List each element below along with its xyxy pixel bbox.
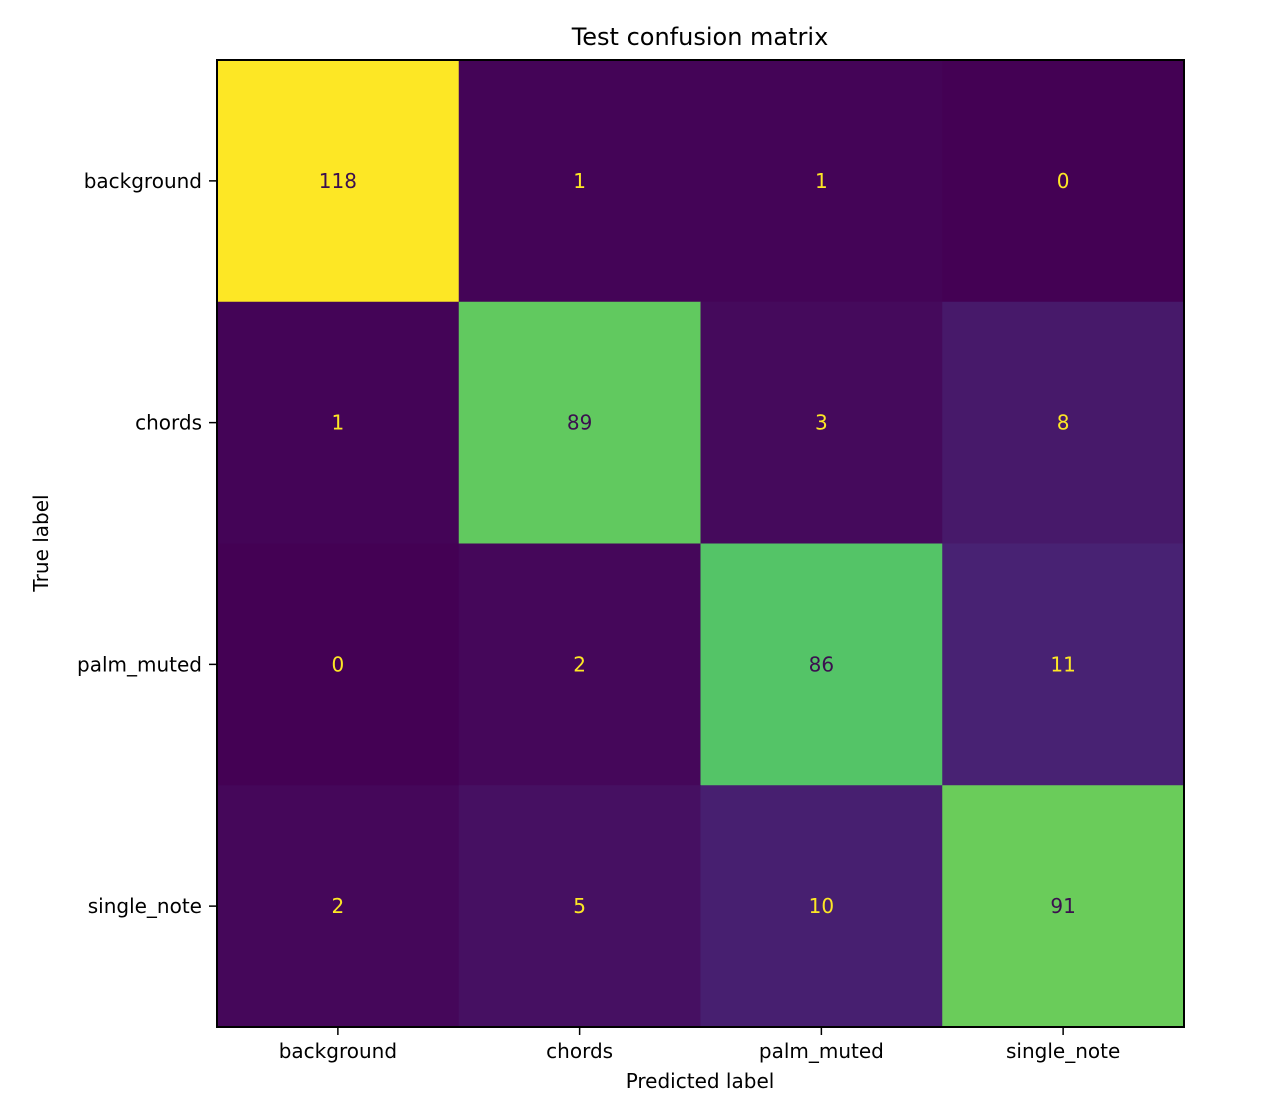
heatmap-cell [217, 543, 460, 786]
heatmap-cell [217, 301, 460, 544]
heatmap-cell [700, 60, 943, 303]
cell-value-label: 86 [809, 652, 834, 676]
cell-value-label: 2 [573, 652, 586, 676]
heatmap-cell [217, 785, 460, 1028]
y-tick-label: chords [135, 411, 202, 435]
cell-value-label: 1 [332, 411, 345, 435]
heatmap-cell [942, 301, 1185, 544]
heatmap-cells [217, 60, 1185, 1028]
y-tick-label: single_note [88, 894, 202, 918]
x-tick-label: single_note [1006, 1039, 1120, 1063]
cell-value-label: 5 [573, 894, 586, 918]
heatmap-cell [458, 543, 701, 786]
chart-title: Test confusion matrix [571, 23, 829, 51]
cell-value-label: 1 [573, 169, 586, 193]
x-tick-label: chords [546, 1039, 613, 1063]
y-tick-label: palm_muted [77, 652, 202, 676]
heatmap-cell [458, 785, 701, 1028]
cell-value-label: 11 [1050, 652, 1075, 676]
cell-value-label: 10 [809, 894, 834, 918]
cell-value-label: 0 [332, 652, 345, 676]
heatmap-cell [942, 60, 1185, 303]
y-tick-label: background [84, 169, 202, 193]
heatmap-cell [458, 60, 701, 303]
y-axis-ticks: background chords palm_muted single_note [77, 169, 217, 918]
x-tick-label: background [279, 1039, 397, 1063]
cell-value-label: 0 [1057, 169, 1070, 193]
heatmap-cell [217, 60, 460, 303]
heatmap-cell [942, 543, 1185, 786]
x-tick-label: palm_muted [759, 1039, 884, 1063]
heatmap-cell [942, 785, 1185, 1028]
cell-value-labels: 118 1 1 01 89 3 80 2 86 112 5 10 91 [319, 169, 1076, 918]
heatmap-cell [458, 301, 701, 544]
plot-frame [216, 59, 1185, 1028]
heatmap-cell [700, 785, 943, 1028]
x-axis-ticks: background chords palm_muted single_note [279, 1027, 1120, 1063]
cell-value-label: 118 [319, 169, 357, 193]
cell-value-label: 1 [815, 169, 828, 193]
cell-value-label: 89 [567, 411, 592, 435]
x-axis-label: Predicted label [626, 1069, 775, 1093]
heatmap-cell [700, 543, 943, 786]
cell-value-label: 8 [1057, 411, 1070, 435]
cell-value-label: 91 [1050, 894, 1075, 918]
cell-value-label: 3 [815, 411, 828, 435]
cell-value-label: 2 [332, 894, 345, 918]
heatmap-cell [700, 301, 943, 544]
y-axis-label: True label [29, 494, 53, 592]
